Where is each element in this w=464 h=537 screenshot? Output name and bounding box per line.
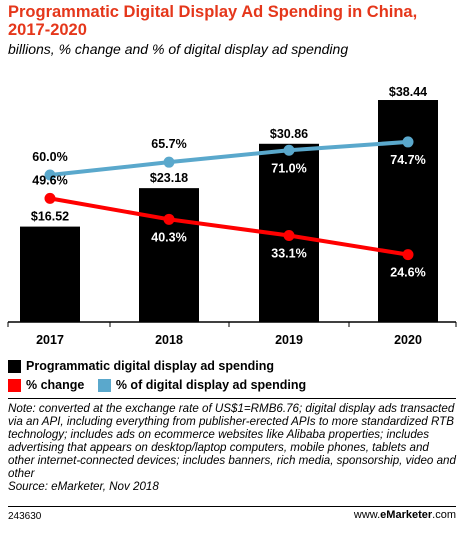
brand-name: eMarketer [380, 509, 433, 521]
legend-swatch-spending [8, 360, 21, 373]
change-line [48, 196, 410, 257]
legend-swatch-share [97, 379, 111, 392]
bar-label-2019: $30.86 [270, 127, 308, 141]
note-source: Source: eMarketer, Nov 2018 [8, 480, 159, 493]
change-point-2020 [402, 249, 414, 261]
legend-item-share: % of digital display ad spending [97, 378, 307, 393]
share-point-2020 [402, 136, 414, 148]
bar-2020 [378, 100, 438, 322]
legend-label-change: % change [26, 378, 85, 392]
change-label-2019: 33.1% [271, 247, 306, 261]
share-line [48, 139, 410, 177]
bar-label-2017: $16.52 [31, 210, 69, 224]
bar-label-2018: $23.18 [150, 171, 188, 185]
change-label-2020: 24.6% [390, 266, 425, 280]
brand-suffix: .com [432, 509, 456, 521]
x-tick-label-2017: 2017 [36, 333, 64, 347]
legend-row-2: % change % of digital display ad spendin… [8, 378, 316, 396]
note-divider [8, 398, 456, 399]
legend-item-spending: Programmatic digital display ad spending [8, 359, 274, 374]
legend-item-change: % change [8, 378, 84, 393]
footer-divider [8, 506, 456, 507]
brand-logo: www.eMarketer.com [354, 509, 456, 521]
chart-note: Note: converted at the exchange rate of … [8, 402, 458, 493]
brand-prefix: www. [353, 509, 381, 521]
change-point-2019 [283, 230, 295, 242]
chart-title: Programmatic Digital Display Ad Spending… [8, 3, 418, 39]
bar-label-2020: $38.44 [389, 85, 427, 99]
legend-label-spending: Programmatic digital display ad spending [26, 359, 274, 373]
legend-label-share: % of digital display ad spending [115, 378, 307, 392]
share-point-2019 [283, 144, 295, 156]
x-tick-label-2020: 2020 [394, 333, 422, 347]
share-label-2020: 74.7% [390, 153, 425, 167]
chart-subtitle: billions, % change and % of digital disp… [8, 41, 349, 57]
chart-id: 243630 [8, 511, 42, 522]
share-point-2017 [44, 169, 56, 181]
share-label-2018: 65.7% [151, 137, 186, 151]
change-label-2017: 49.6% [32, 173, 67, 187]
share-label-2017: 60.0% [32, 150, 67, 164]
bar-2018 [139, 188, 199, 322]
share-point-2018 [163, 156, 175, 168]
legend-swatch-change [8, 379, 21, 392]
note-text: Note: converted at the exchange rate of … [8, 402, 456, 480]
chart-canvas: $16.52 $23.18 $30.86 $38.44 2017 2018 2019 2020… [7, 85, 457, 347]
x-tick-label-2018: 2018 [155, 333, 183, 347]
x-tick-label-2019: 2019 [275, 333, 303, 347]
change-point-2017 [44, 192, 56, 204]
bar-2017 [20, 226, 80, 322]
share-label-2019: 71.0% [271, 161, 306, 175]
change-label-2018: 40.3% [151, 230, 186, 244]
change-point-2018 [163, 213, 175, 225]
legend-row-1: Programmatic digital display ad spending [8, 359, 284, 377]
